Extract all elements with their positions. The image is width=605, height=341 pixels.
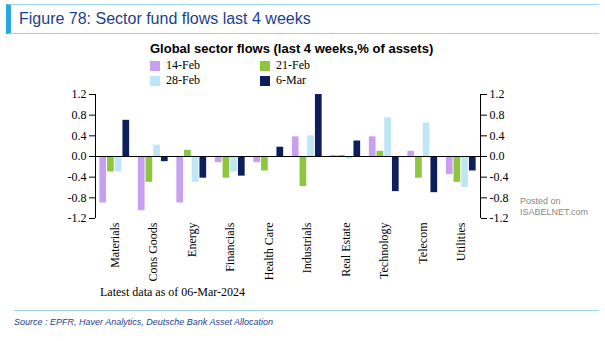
html-text:Global sector flows (last 4 we: Global sector flows (last 4 weeks,% of a… xyxy=(150,41,434,56)
svg-text:Telecom: Telecom xyxy=(416,222,430,264)
svg-text:0.8: 0.8 xyxy=(490,108,505,122)
svg-text:0.0: 0.0 xyxy=(72,149,87,163)
svg-text:-0.4: -0.4 xyxy=(490,170,509,184)
svg-text:1.2: 1.2 xyxy=(490,88,505,101)
svg-text:-1.2: -1.2 xyxy=(68,211,87,225)
svg-text:Cons Goods: Cons Goods xyxy=(146,222,160,281)
svg-text:-1.2: -1.2 xyxy=(490,211,509,225)
svg-text:Technology: Technology xyxy=(377,223,391,279)
svg-text:1.2: 1.2 xyxy=(72,88,87,101)
html-text:21-Feb: 21-Feb xyxy=(276,58,310,72)
svg-text:Utilities: Utilities xyxy=(454,222,468,261)
html-text:Posted on: Posted on xyxy=(520,196,561,206)
svg-text:0.4: 0.4 xyxy=(490,129,505,143)
html-text:28-Feb: 28-Feb xyxy=(166,73,200,87)
html-text:14-Feb: 14-Feb xyxy=(166,58,200,72)
html-text:Source : EPFR, Haver Analytics: Source : EPFR, Haver Analytics, Deutsche… xyxy=(14,317,274,327)
svg-text:Materials: Materials xyxy=(108,222,122,268)
html-text:ISABELNET.com: ISABELNET.com xyxy=(520,207,588,217)
svg-text:-0.8: -0.8 xyxy=(68,191,87,205)
html-text:Figure 78: Sector fund flows l: Figure 78: Sector fund flows last 4 week… xyxy=(19,10,311,27)
svg-text:0.4: 0.4 xyxy=(72,129,87,143)
svg-text:Financials: Financials xyxy=(223,222,237,272)
svg-text:-0.4: -0.4 xyxy=(68,170,87,184)
html-text:6-Mar: 6-Mar xyxy=(276,73,306,87)
svg-text:Real Estate: Real Estate xyxy=(339,223,353,277)
svg-text:Energy: Energy xyxy=(185,223,199,257)
html-text:Latest data as of 06-Mar-2024: Latest data as of 06-Mar-2024 xyxy=(100,285,245,299)
svg-text:Industrials: Industrials xyxy=(300,222,314,273)
svg-text:-0.8: -0.8 xyxy=(490,191,509,205)
svg-text:0.8: 0.8 xyxy=(72,108,87,122)
svg-text:0.0: 0.0 xyxy=(490,149,505,163)
svg-text:Health Care: Health Care xyxy=(262,223,276,281)
